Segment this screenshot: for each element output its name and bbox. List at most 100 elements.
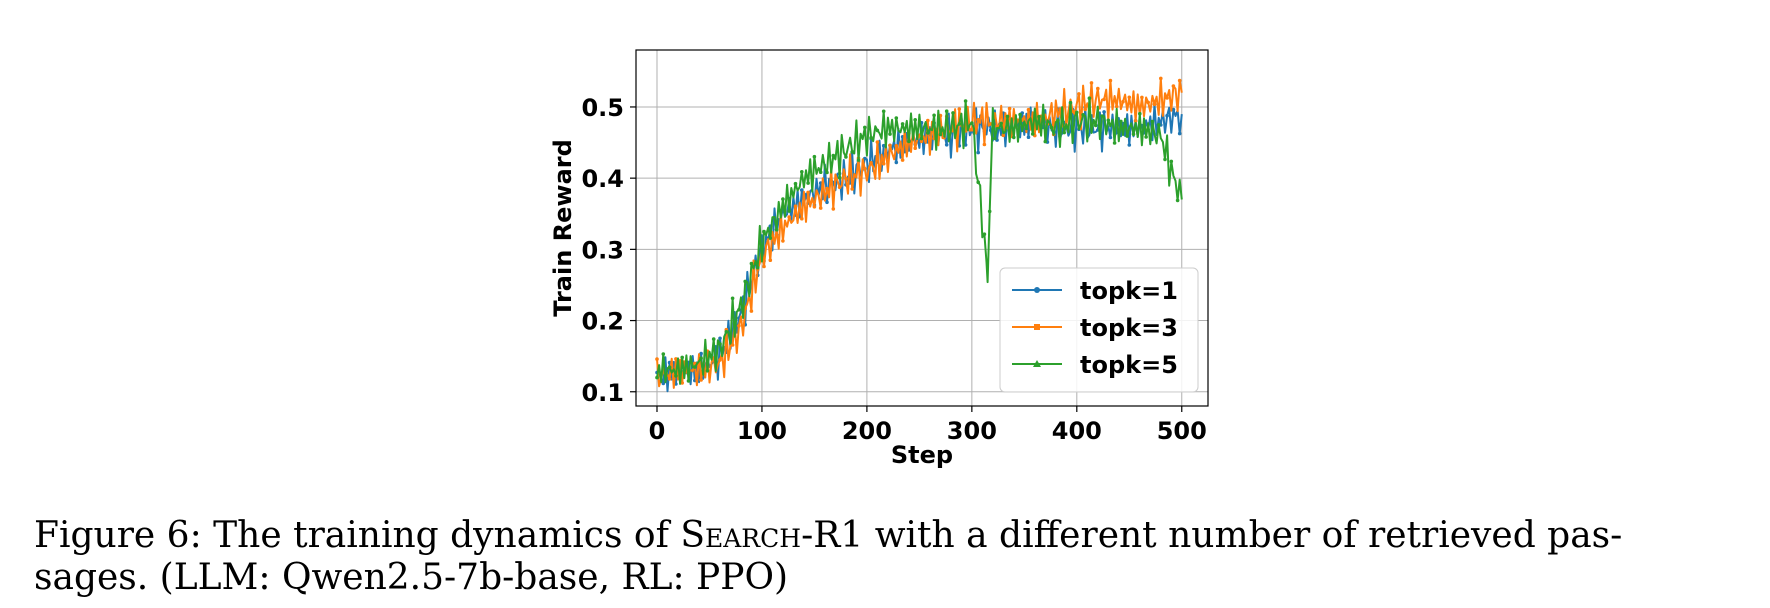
series-point — [875, 140, 880, 144]
series-point — [818, 206, 823, 210]
series-point — [976, 150, 980, 155]
series-point — [730, 343, 735, 347]
series-point — [1096, 86, 1100, 91]
series-point — [1089, 81, 1094, 85]
series-point — [1159, 76, 1163, 81]
series-point — [837, 175, 842, 180]
series-point — [1112, 141, 1117, 145]
series-point — [699, 351, 703, 356]
series-point — [1165, 96, 1169, 100]
series-point — [1144, 135, 1148, 139]
series-point — [1171, 107, 1176, 112]
series-point — [913, 118, 917, 122]
series-point — [894, 160, 899, 165]
series-point — [987, 209, 992, 214]
y-tick-label: 0.5 — [581, 94, 624, 122]
series-point — [1140, 95, 1144, 100]
series-line-topk=5 — [656, 97, 1183, 385]
series-point — [1108, 135, 1113, 140]
series-point — [881, 161, 886, 166]
series-point — [743, 279, 747, 284]
series-point — [951, 111, 955, 115]
series-point — [1177, 78, 1182, 83]
series-point — [800, 170, 804, 174]
series-point — [787, 209, 791, 213]
series-point — [762, 264, 766, 269]
series-point — [693, 365, 697, 369]
series-point — [699, 356, 703, 361]
series-point — [800, 216, 804, 221]
series-point — [869, 135, 873, 140]
series-point — [1138, 111, 1142, 116]
series-point — [806, 190, 810, 195]
series-point — [705, 369, 710, 373]
series-point — [1175, 198, 1180, 203]
series-point — [1030, 132, 1035, 136]
x-tick-label: 300 — [947, 417, 997, 445]
series-point — [863, 125, 867, 130]
y-axis-ticks: 0.1 0.2 0.3 0.4 0.5 — [581, 94, 636, 407]
line-chart: 0 100 200 300 400 500 0.1 0.2 0.3 0.4 0.5 Step Tr… — [549, 49, 1209, 469]
series-point — [781, 239, 785, 243]
series-point — [863, 156, 867, 161]
series-point — [674, 374, 678, 378]
series-point — [957, 122, 962, 126]
series-point — [711, 337, 716, 341]
series-point — [1171, 84, 1176, 88]
series-point — [913, 146, 917, 150]
series-point — [900, 122, 905, 126]
series-point — [1150, 119, 1155, 124]
x-tick-label: 100 — [737, 417, 787, 445]
series-point — [1119, 119, 1123, 124]
series-point — [1005, 114, 1010, 119]
series-point — [793, 181, 798, 186]
series-point — [781, 197, 785, 201]
y-tick-label: 0.4 — [581, 165, 624, 193]
series-point — [888, 143, 892, 148]
series-point — [825, 186, 829, 191]
series-point — [1114, 104, 1119, 109]
x-tick-label: 200 — [842, 417, 892, 445]
series-point — [718, 342, 722, 346]
figure-caption: Figure 6: The training dynamics of Searc… — [34, 515, 1744, 599]
series-point — [850, 187, 854, 191]
series-point — [800, 188, 804, 192]
grid-lines — [636, 50, 1208, 406]
series-point — [982, 142, 987, 147]
series-point — [844, 155, 848, 159]
series-line-topk=3 — [656, 77, 1183, 389]
series-point — [1087, 96, 1092, 100]
series-point — [963, 99, 968, 103]
series-point — [1043, 139, 1048, 144]
legend-label-topk=1: topk=1 — [1080, 277, 1178, 305]
series-point — [1152, 102, 1157, 107]
series-point — [793, 204, 798, 208]
legend-label-topk=5: topk=5 — [1080, 351, 1178, 379]
y-tick-label: 0.2 — [581, 308, 624, 336]
series-point — [699, 378, 703, 382]
x-axis-ticks: 0 100 200 300 400 500 — [649, 406, 1207, 445]
series-point — [774, 227, 779, 232]
series-point — [844, 176, 848, 181]
series-point — [863, 166, 867, 171]
series-point — [831, 153, 836, 158]
legend-marker — [1034, 287, 1040, 293]
series-point — [957, 107, 962, 111]
series-point — [1093, 123, 1098, 128]
series-point — [1007, 106, 1012, 111]
series-point — [1127, 95, 1132, 100]
series-point — [993, 136, 997, 141]
series-point — [724, 330, 729, 334]
y-tick-label: 0.3 — [581, 236, 624, 264]
series-point — [963, 143, 968, 147]
x-tick-label: 0 — [649, 417, 666, 445]
x-tick-label: 500 — [1157, 417, 1207, 445]
series-point — [970, 127, 974, 132]
legend-marker — [1033, 360, 1041, 367]
series-point — [1131, 132, 1136, 136]
series-point — [869, 161, 873, 165]
series-point — [970, 121, 974, 125]
series-point — [999, 121, 1003, 126]
series-point — [768, 258, 773, 263]
